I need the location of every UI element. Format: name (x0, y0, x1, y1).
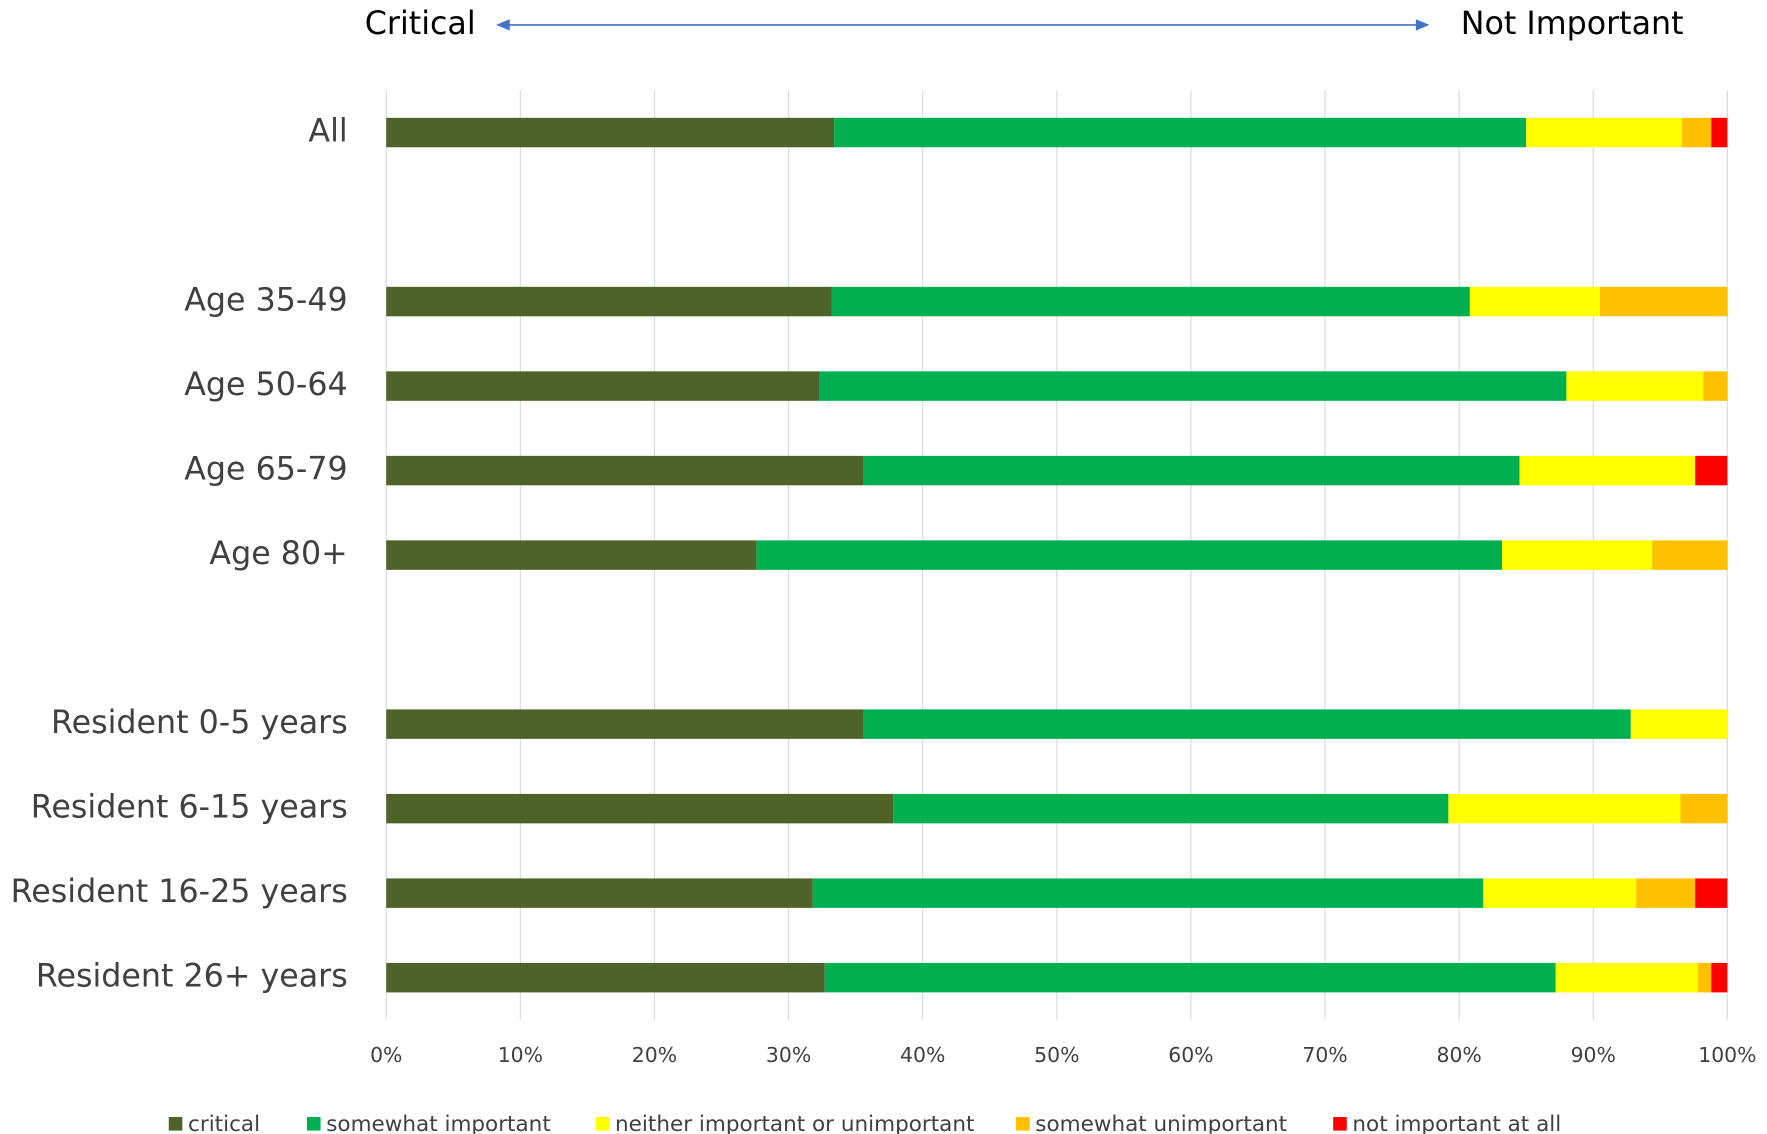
bar-segment (756, 540, 1503, 570)
x-tick-label: 50% (1034, 1043, 1079, 1067)
x-tick-label: 0% (370, 1043, 402, 1067)
bar-segment (1681, 117, 1712, 148)
bar-segment (863, 709, 1631, 739)
bar-segment (812, 878, 1484, 908)
legend-label: somewhat important (326, 1112, 551, 1134)
bar-segment (824, 962, 1556, 993)
bar-segment (1526, 117, 1682, 148)
x-tick-label: 60% (1168, 1043, 1213, 1067)
category-label: Age 50-64 (184, 367, 348, 403)
bar-segment (386, 962, 825, 993)
bar-segment (1695, 455, 1728, 486)
bar-segment (1469, 286, 1600, 317)
legend-label: not important at all (1352, 1112, 1561, 1134)
category-label: Resident 26+ years (36, 959, 348, 995)
category-label: Age 35-49 (184, 283, 348, 319)
bar-segment (1636, 878, 1696, 908)
bar-segment (1697, 962, 1712, 993)
bar-segment (386, 286, 832, 317)
bar-segment (1652, 540, 1728, 570)
bar-segment (1711, 962, 1728, 993)
bar-segment (863, 455, 1520, 486)
x-tick-label: 100% (1698, 1043, 1756, 1067)
category-label: All (308, 114, 347, 150)
legend-swatch (306, 1117, 321, 1131)
bar-segment (386, 371, 820, 401)
annotation-left: Critical (365, 6, 476, 42)
category-label: Resident 0-5 years (51, 705, 348, 741)
bar-segment (386, 709, 864, 739)
bar-segment (386, 455, 864, 486)
category-label: Age 65-79 (184, 452, 348, 488)
arrow-head-right (1415, 19, 1430, 31)
bar-segment (819, 371, 1567, 401)
bar-segment (386, 878, 813, 908)
category-label: Resident 16-25 years (11, 874, 348, 910)
x-tick-label: 30% (766, 1043, 811, 1067)
bar-segment (1711, 117, 1728, 148)
x-tick-label: 90% (1571, 1043, 1616, 1067)
bar-segment (1483, 878, 1637, 908)
bar-segment (1703, 371, 1728, 401)
legend-swatch (1333, 1117, 1347, 1131)
arrow-head-left (496, 19, 510, 31)
bar-segment (1566, 371, 1704, 401)
bar-segment (1599, 286, 1728, 317)
bar-segment (386, 540, 757, 570)
legend-swatch (1016, 1117, 1030, 1131)
bar-segment (1555, 962, 1698, 993)
x-tick-label: 20% (632, 1043, 677, 1067)
bar-segment (834, 117, 1527, 148)
bar-segment (893, 793, 1449, 824)
bar-segment (386, 117, 835, 148)
legend-label: critical (188, 1112, 260, 1134)
x-tick-label: 40% (900, 1043, 945, 1067)
bar-segment (1448, 793, 1681, 824)
x-tick-label: 70% (1302, 1043, 1347, 1067)
category-label: Age 80+ (209, 536, 347, 572)
legend-swatch (168, 1117, 183, 1131)
legend-swatch (595, 1117, 610, 1131)
bar-segment (831, 286, 1470, 317)
x-tick-label: 10% (498, 1043, 543, 1067)
bar-segment (1680, 793, 1728, 824)
bar-segment (1695, 878, 1728, 908)
bar-segment (1502, 540, 1653, 570)
bar-segment (386, 793, 894, 824)
annotation-right: Not Important (1461, 6, 1684, 42)
bar-segment (1630, 709, 1728, 739)
category-label: Resident 6-15 years (31, 790, 348, 826)
x-tick-label: 80% (1436, 1043, 1481, 1067)
legend-label: neither important or unimportant (615, 1112, 974, 1134)
legend-label: somewhat unimportant (1035, 1112, 1287, 1134)
bar-segment (1519, 455, 1696, 486)
